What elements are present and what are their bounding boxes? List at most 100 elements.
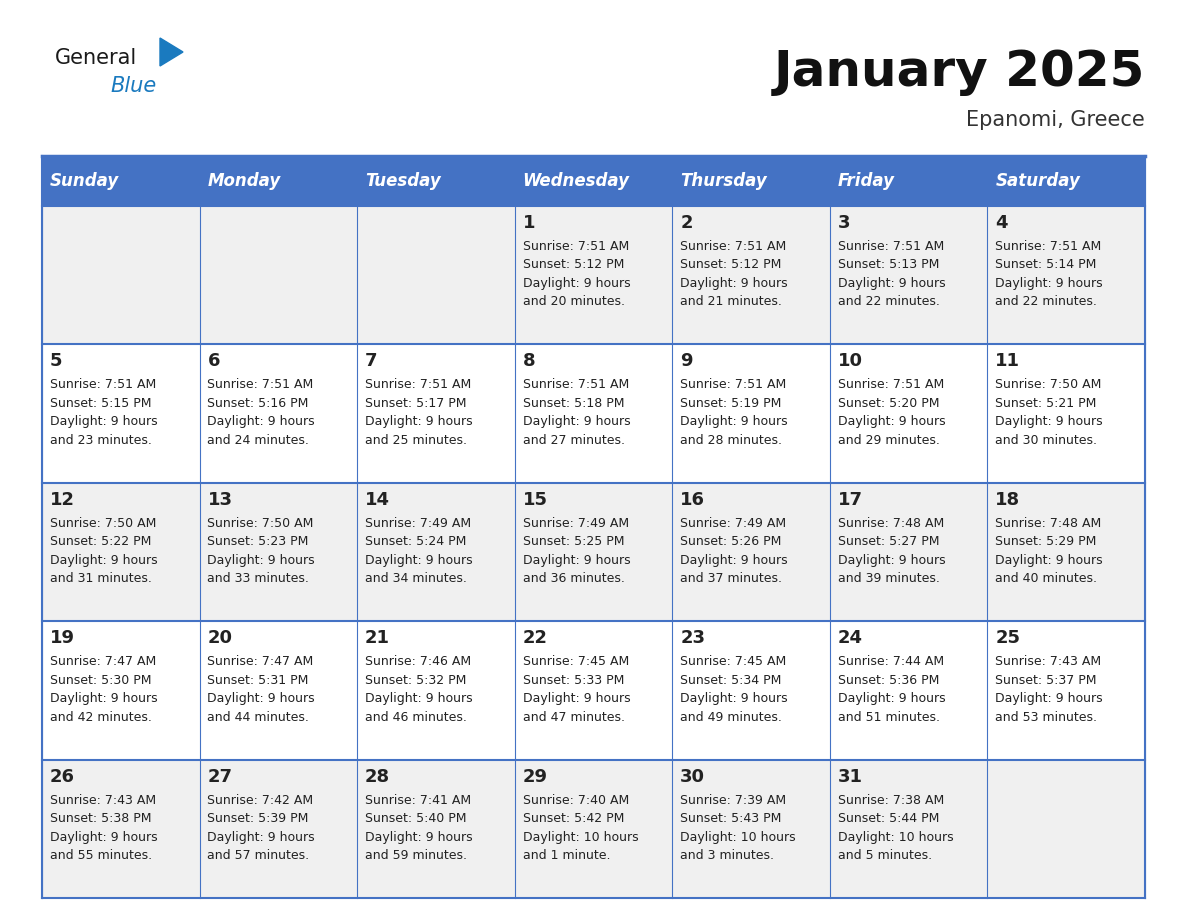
Text: 5: 5 — [50, 353, 63, 370]
Text: Monday: Monday — [208, 172, 280, 190]
Text: Saturday: Saturday — [996, 172, 1080, 190]
Text: 28: 28 — [365, 767, 390, 786]
Bar — [42, 206, 200, 344]
Bar — [42, 483, 200, 621]
Text: Sunrise: 7:41 AM
Sunset: 5:40 PM
Daylight: 9 hours
and 59 minutes.: Sunrise: 7:41 AM Sunset: 5:40 PM Dayligh… — [365, 793, 473, 862]
Text: 31: 31 — [838, 767, 862, 786]
Text: 24: 24 — [838, 629, 862, 647]
Bar — [358, 621, 514, 759]
Bar — [200, 344, 358, 483]
Bar — [987, 621, 1145, 759]
Bar — [514, 621, 672, 759]
Text: Sunrise: 7:43 AM
Sunset: 5:38 PM
Daylight: 9 hours
and 55 minutes.: Sunrise: 7:43 AM Sunset: 5:38 PM Dayligh… — [50, 793, 158, 862]
Text: 11: 11 — [996, 353, 1020, 370]
Text: 15: 15 — [523, 491, 548, 509]
Text: 7: 7 — [365, 353, 378, 370]
Bar — [830, 759, 987, 898]
Text: Epanomi, Greece: Epanomi, Greece — [966, 110, 1145, 130]
Bar — [830, 483, 987, 621]
Text: 18: 18 — [996, 491, 1020, 509]
Text: Sunrise: 7:48 AM
Sunset: 5:27 PM
Daylight: 9 hours
and 39 minutes.: Sunrise: 7:48 AM Sunset: 5:27 PM Dayligh… — [838, 517, 946, 586]
Bar — [514, 156, 672, 206]
Text: 6: 6 — [208, 353, 220, 370]
Text: Sunrise: 7:47 AM
Sunset: 5:31 PM
Daylight: 9 hours
and 44 minutes.: Sunrise: 7:47 AM Sunset: 5:31 PM Dayligh… — [208, 655, 315, 723]
Bar — [358, 483, 514, 621]
Bar — [358, 156, 514, 206]
Text: Sunday: Sunday — [50, 172, 119, 190]
Text: Thursday: Thursday — [681, 172, 767, 190]
Bar — [42, 344, 200, 483]
Bar — [514, 483, 672, 621]
Text: Sunrise: 7:51 AM
Sunset: 5:13 PM
Daylight: 9 hours
and 22 minutes.: Sunrise: 7:51 AM Sunset: 5:13 PM Dayligh… — [838, 240, 946, 308]
Bar — [672, 206, 830, 344]
Bar — [200, 156, 358, 206]
Text: Friday: Friday — [838, 172, 895, 190]
Text: 12: 12 — [50, 491, 75, 509]
Polygon shape — [160, 38, 183, 66]
Text: 3: 3 — [838, 214, 851, 232]
Text: Wednesday: Wednesday — [523, 172, 630, 190]
Text: Sunrise: 7:49 AM
Sunset: 5:26 PM
Daylight: 9 hours
and 37 minutes.: Sunrise: 7:49 AM Sunset: 5:26 PM Dayligh… — [681, 517, 788, 586]
Text: 10: 10 — [838, 353, 862, 370]
Bar — [42, 621, 200, 759]
Text: Sunrise: 7:51 AM
Sunset: 5:16 PM
Daylight: 9 hours
and 24 minutes.: Sunrise: 7:51 AM Sunset: 5:16 PM Dayligh… — [208, 378, 315, 447]
Text: 30: 30 — [681, 767, 706, 786]
Text: 16: 16 — [681, 491, 706, 509]
Text: Sunrise: 7:51 AM
Sunset: 5:14 PM
Daylight: 9 hours
and 22 minutes.: Sunrise: 7:51 AM Sunset: 5:14 PM Dayligh… — [996, 240, 1102, 308]
Bar — [672, 759, 830, 898]
Text: Sunrise: 7:51 AM
Sunset: 5:15 PM
Daylight: 9 hours
and 23 minutes.: Sunrise: 7:51 AM Sunset: 5:15 PM Dayligh… — [50, 378, 158, 447]
Text: Sunrise: 7:38 AM
Sunset: 5:44 PM
Daylight: 10 hours
and 5 minutes.: Sunrise: 7:38 AM Sunset: 5:44 PM Dayligh… — [838, 793, 953, 862]
Text: 22: 22 — [523, 629, 548, 647]
Text: January 2025: January 2025 — [773, 48, 1145, 96]
Text: Sunrise: 7:50 AM
Sunset: 5:21 PM
Daylight: 9 hours
and 30 minutes.: Sunrise: 7:50 AM Sunset: 5:21 PM Dayligh… — [996, 378, 1102, 447]
Text: Blue: Blue — [110, 76, 157, 96]
Bar — [358, 759, 514, 898]
Bar — [514, 344, 672, 483]
Bar — [358, 344, 514, 483]
Bar — [987, 344, 1145, 483]
Bar — [42, 156, 200, 206]
Text: 8: 8 — [523, 353, 536, 370]
Text: Sunrise: 7:51 AM
Sunset: 5:18 PM
Daylight: 9 hours
and 27 minutes.: Sunrise: 7:51 AM Sunset: 5:18 PM Dayligh… — [523, 378, 630, 447]
Text: Sunrise: 7:51 AM
Sunset: 5:12 PM
Daylight: 9 hours
and 20 minutes.: Sunrise: 7:51 AM Sunset: 5:12 PM Dayligh… — [523, 240, 630, 308]
Text: 14: 14 — [365, 491, 390, 509]
Text: 27: 27 — [208, 767, 233, 786]
Text: Sunrise: 7:51 AM
Sunset: 5:17 PM
Daylight: 9 hours
and 25 minutes.: Sunrise: 7:51 AM Sunset: 5:17 PM Dayligh… — [365, 378, 473, 447]
Text: 20: 20 — [208, 629, 233, 647]
Text: Sunrise: 7:48 AM
Sunset: 5:29 PM
Daylight: 9 hours
and 40 minutes.: Sunrise: 7:48 AM Sunset: 5:29 PM Dayligh… — [996, 517, 1102, 586]
Bar — [514, 759, 672, 898]
Text: General: General — [55, 48, 138, 68]
Bar — [987, 759, 1145, 898]
Text: Sunrise: 7:44 AM
Sunset: 5:36 PM
Daylight: 9 hours
and 51 minutes.: Sunrise: 7:44 AM Sunset: 5:36 PM Dayligh… — [838, 655, 946, 723]
Text: 2: 2 — [681, 214, 693, 232]
Bar — [830, 206, 987, 344]
Text: Sunrise: 7:49 AM
Sunset: 5:25 PM
Daylight: 9 hours
and 36 minutes.: Sunrise: 7:49 AM Sunset: 5:25 PM Dayligh… — [523, 517, 630, 586]
Text: Sunrise: 7:45 AM
Sunset: 5:34 PM
Daylight: 9 hours
and 49 minutes.: Sunrise: 7:45 AM Sunset: 5:34 PM Dayligh… — [681, 655, 788, 723]
Text: 21: 21 — [365, 629, 390, 647]
Text: 1: 1 — [523, 214, 535, 232]
Bar — [200, 206, 358, 344]
Text: Sunrise: 7:46 AM
Sunset: 5:32 PM
Daylight: 9 hours
and 46 minutes.: Sunrise: 7:46 AM Sunset: 5:32 PM Dayligh… — [365, 655, 473, 723]
Bar — [514, 206, 672, 344]
Text: 9: 9 — [681, 353, 693, 370]
Bar — [358, 206, 514, 344]
Bar — [987, 206, 1145, 344]
Text: Sunrise: 7:47 AM
Sunset: 5:30 PM
Daylight: 9 hours
and 42 minutes.: Sunrise: 7:47 AM Sunset: 5:30 PM Dayligh… — [50, 655, 158, 723]
Text: Sunrise: 7:50 AM
Sunset: 5:22 PM
Daylight: 9 hours
and 31 minutes.: Sunrise: 7:50 AM Sunset: 5:22 PM Dayligh… — [50, 517, 158, 586]
Bar — [830, 621, 987, 759]
Text: Sunrise: 7:45 AM
Sunset: 5:33 PM
Daylight: 9 hours
and 47 minutes.: Sunrise: 7:45 AM Sunset: 5:33 PM Dayligh… — [523, 655, 630, 723]
Text: 13: 13 — [208, 491, 233, 509]
Text: Sunrise: 7:40 AM
Sunset: 5:42 PM
Daylight: 10 hours
and 1 minute.: Sunrise: 7:40 AM Sunset: 5:42 PM Dayligh… — [523, 793, 638, 862]
Bar — [672, 483, 830, 621]
Text: 23: 23 — [681, 629, 706, 647]
Bar — [200, 621, 358, 759]
Bar — [672, 156, 830, 206]
Text: 19: 19 — [50, 629, 75, 647]
Bar — [672, 344, 830, 483]
Bar — [200, 759, 358, 898]
Bar — [672, 621, 830, 759]
Text: Sunrise: 7:50 AM
Sunset: 5:23 PM
Daylight: 9 hours
and 33 minutes.: Sunrise: 7:50 AM Sunset: 5:23 PM Dayligh… — [208, 517, 315, 586]
Bar — [830, 344, 987, 483]
Bar — [42, 759, 200, 898]
Text: Sunrise: 7:49 AM
Sunset: 5:24 PM
Daylight: 9 hours
and 34 minutes.: Sunrise: 7:49 AM Sunset: 5:24 PM Dayligh… — [365, 517, 473, 586]
